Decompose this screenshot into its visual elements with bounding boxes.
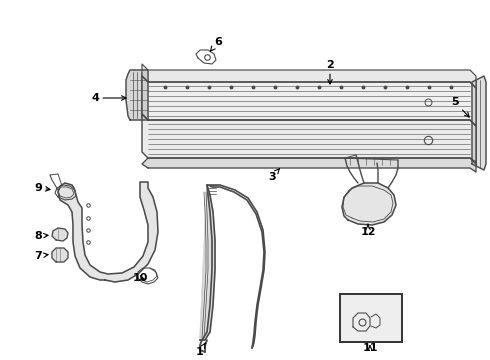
- Bar: [340, 294, 402, 342]
- Polygon shape: [142, 76, 476, 126]
- Polygon shape: [472, 76, 486, 170]
- Text: 1: 1: [196, 343, 205, 357]
- Text: 9: 9: [34, 183, 50, 193]
- Polygon shape: [200, 185, 215, 340]
- Polygon shape: [142, 64, 476, 88]
- Text: 10: 10: [132, 273, 147, 283]
- Polygon shape: [126, 70, 148, 120]
- Text: 6: 6: [210, 37, 222, 51]
- Text: 7: 7: [34, 251, 48, 261]
- Polygon shape: [58, 182, 158, 282]
- Text: 3: 3: [268, 168, 280, 182]
- Text: 11: 11: [362, 343, 378, 353]
- Text: 8: 8: [34, 231, 48, 241]
- Text: 2: 2: [326, 60, 334, 84]
- Polygon shape: [342, 183, 396, 225]
- Polygon shape: [142, 114, 476, 164]
- Text: 12: 12: [360, 224, 376, 237]
- Text: 4: 4: [91, 93, 126, 103]
- Text: 5: 5: [451, 97, 469, 117]
- Polygon shape: [142, 158, 476, 172]
- Polygon shape: [52, 248, 68, 262]
- Polygon shape: [52, 228, 68, 241]
